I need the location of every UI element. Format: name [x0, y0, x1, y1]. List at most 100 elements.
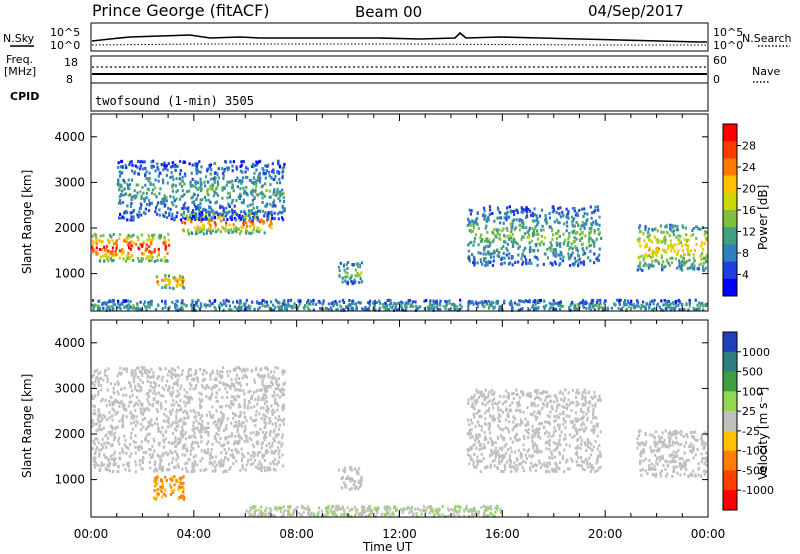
heatmap-cell	[468, 423, 471, 427]
heatmap-cell	[558, 212, 561, 216]
heatmap-cell	[99, 371, 102, 374]
heatmap-cell	[670, 225, 673, 228]
heatmap-cell	[128, 163, 131, 167]
heatmap-cell	[154, 468, 157, 472]
heatmap-cell	[297, 305, 300, 309]
heatmap-cell	[174, 382, 178, 386]
heatmap-cell	[590, 420, 593, 424]
heatmap-cell	[480, 452, 483, 456]
heatmap-cell	[138, 307, 141, 311]
heatmap-cell	[199, 302, 202, 306]
heatmap-cell	[193, 431, 196, 435]
heatmap-cell	[349, 303, 352, 307]
heatmap-cell	[168, 468, 171, 472]
heatmap-cell	[266, 404, 269, 408]
heatmap-cell	[94, 451, 97, 455]
heatmap-cell	[194, 436, 197, 439]
heatmap-cell	[468, 299, 471, 303]
heatmap-cell	[158, 208, 161, 212]
heatmap-cell	[213, 162, 216, 165]
heatmap-cell	[373, 301, 377, 305]
heatmap-cell	[690, 234, 693, 238]
heatmap-cell	[596, 454, 600, 458]
heatmap-cell	[237, 305, 240, 309]
heatmap-cell	[140, 372, 143, 376]
heatmap-cell	[571, 301, 574, 305]
heatmap-cell	[251, 162, 255, 166]
heatmap-cell	[174, 465, 177, 469]
heatmap-cell	[116, 374, 119, 378]
heatmap-cell	[117, 180, 120, 184]
heatmap-cell	[276, 393, 279, 397]
heatmap-cell	[584, 391, 587, 395]
heatmap-cell	[231, 453, 234, 456]
heatmap-cell	[678, 300, 681, 304]
heatmap-cell	[228, 195, 232, 199]
heatmap-cell	[140, 446, 143, 450]
heatmap-cell	[563, 418, 566, 422]
heatmap-cell	[649, 300, 652, 304]
heatmap-cell	[498, 456, 501, 460]
heatmap-cell	[510, 408, 513, 412]
heatmap-cell	[517, 449, 520, 453]
heatmap-cell	[378, 299, 381, 303]
heatmap-cell	[158, 443, 161, 447]
heatmap-cell	[254, 419, 257, 423]
heatmap-cell	[134, 164, 137, 168]
heatmap-cell	[161, 375, 165, 379]
heatmap-cell	[552, 430, 555, 434]
heatmap-cell	[171, 184, 174, 188]
heatmap-cell	[281, 369, 284, 373]
heatmap-cell	[140, 160, 143, 164]
heatmap-cell	[307, 298, 310, 302]
heatmap-cell	[412, 305, 415, 309]
heatmap-cell	[535, 219, 539, 222]
heatmap-cell	[525, 226, 528, 230]
heatmap-cell	[181, 307, 184, 311]
heatmap-cell	[418, 305, 421, 309]
heatmap-cell	[580, 207, 584, 211]
heatmap-cell	[100, 384, 103, 388]
heatmap-cell	[488, 421, 491, 425]
heatmap-cell	[170, 485, 173, 489]
heatmap-cell	[154, 497, 157, 501]
heatmap-cell	[597, 305, 600, 309]
heatmap-cell	[184, 443, 187, 447]
heatmap-cell	[272, 467, 275, 471]
heatmap-cell	[503, 233, 506, 237]
heatmap-cell	[344, 483, 347, 487]
heatmap-cell	[509, 299, 513, 303]
heatmap-cell	[173, 216, 176, 220]
heatmap-cell	[673, 249, 676, 253]
heatmap-cell	[201, 217, 204, 221]
heatmap-cell	[582, 260, 585, 264]
heatmap-cell	[586, 418, 589, 422]
heatmap-cell	[514, 467, 517, 471]
heatmap-cell	[509, 446, 512, 450]
heatmap-cell	[152, 398, 155, 402]
heatmap-cell	[542, 228, 545, 232]
heatmap-cell	[142, 451, 145, 454]
heatmap-cell	[145, 243, 148, 247]
heatmap-cell	[354, 302, 357, 306]
heatmap-cell	[498, 308, 501, 312]
heatmap-cell	[506, 412, 510, 416]
heatmap-cell	[197, 204, 200, 207]
heatmap-cell	[588, 244, 591, 248]
heatmap-cell	[237, 227, 241, 231]
heatmap-cell	[508, 420, 511, 424]
heatmap-cell	[244, 302, 247, 305]
heatmap-cell	[231, 434, 234, 438]
heatmap-cell	[158, 171, 161, 175]
heatmap-cell	[220, 405, 224, 409]
heatmap-cell	[263, 384, 266, 388]
heatmap-cell	[115, 411, 118, 415]
heatmap-cell	[246, 167, 249, 171]
heatmap-cell	[550, 450, 553, 454]
heatmap-cell	[574, 411, 577, 415]
heatmap-cell	[171, 451, 174, 455]
heatmap-cell	[497, 408, 500, 412]
heatmap-cell	[558, 440, 561, 444]
heatmap-cell	[551, 227, 554, 231]
heatmap-cell	[164, 211, 167, 215]
